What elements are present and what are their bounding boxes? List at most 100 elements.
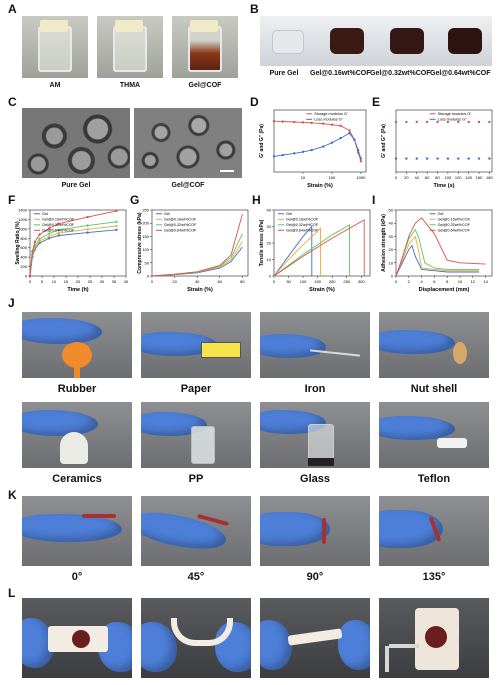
legend-label: Gel@0.64wt%COF	[286, 229, 319, 233]
photo-finger-bend-90	[260, 496, 370, 566]
legend-label: Loss modulus G''	[314, 118, 343, 122]
series-line-1	[273, 226, 321, 277]
panel-label-d: D	[250, 95, 259, 109]
y-tick-label: 0	[269, 274, 272, 279]
x-tick-label: 100	[445, 175, 452, 180]
photo-finger-bend-135	[379, 496, 489, 566]
data-point	[322, 145, 325, 148]
data-point	[457, 120, 460, 124]
photo-adhesion-paper	[141, 312, 251, 378]
series-line-3	[151, 213, 243, 277]
x-tick-label: 100	[329, 175, 336, 180]
y-tick-label: 200	[142, 221, 149, 226]
series-line-3	[395, 217, 486, 277]
legend-label: Gel@0.32wt%COF	[438, 223, 471, 227]
y-tick-label: 150	[142, 234, 149, 239]
x-tick-label: 0	[395, 279, 398, 284]
chart-e-time-sweep: 0 20 40 60 80 100 120 140 160 180 Time (s) G' and G…	[381, 109, 494, 188]
data-point	[477, 120, 481, 124]
y-tick-label: 0	[25, 274, 28, 279]
sem-image-pure-gel	[22, 108, 130, 178]
x-tick-label: 160	[476, 175, 483, 180]
y-tick-label: 800	[20, 236, 27, 241]
photo-finger-bend-0	[22, 496, 132, 566]
data-point	[115, 220, 118, 223]
data-point	[31, 250, 34, 253]
panel-label-f: F	[8, 193, 16, 207]
legend-label: Gel@0.32wt%COF	[164, 223, 197, 227]
x-tick-label: 6	[433, 279, 436, 284]
data-point	[405, 120, 408, 124]
data-point	[488, 157, 491, 160]
caption-thma: THMA	[119, 82, 141, 89]
data-point	[86, 231, 89, 234]
series-line-2	[29, 221, 117, 277]
y-tick-label: 50	[145, 260, 150, 265]
data-point	[38, 237, 41, 240]
data-point	[348, 129, 351, 132]
caption-pure-gel-b: Pure Gel	[269, 70, 299, 77]
y-tick-label: 50	[389, 208, 394, 213]
data-point	[425, 157, 429, 160]
data-point	[436, 157, 439, 160]
caption-angle-90: 90°	[306, 571, 324, 583]
x-tick-label: 20	[172, 279, 177, 284]
photo-stretch-4	[379, 598, 489, 678]
data-point	[48, 232, 51, 235]
panel-label-l: L	[8, 586, 16, 600]
data-point	[115, 209, 118, 213]
caption-ceramics: Ceramics	[52, 473, 102, 485]
legend-label: Gel@0.16wt%COF	[42, 218, 75, 222]
caption-pure-gel-c: Pure Gel	[61, 182, 91, 189]
x-axis-label: Time (h)	[67, 287, 88, 292]
y-tick-label: 20	[389, 247, 394, 252]
legend-label: Storage modulus G'	[438, 112, 472, 116]
x-tick-label: 200	[329, 279, 336, 284]
photo-stretch-1	[22, 598, 132, 678]
legend-label: Gel	[42, 212, 48, 216]
chart-h-tensile: 0 50 100 150 200 250 300 0 10 20 30 40 Strain (%) Ten…	[259, 208, 371, 292]
data-point	[115, 228, 118, 231]
x-axis-label: Time (s)	[434, 183, 455, 188]
data-point	[301, 150, 305, 154]
x-tick-label: 0	[151, 279, 154, 284]
y-tick-label: 100	[142, 247, 149, 252]
photo-adhesion-teflon	[379, 402, 489, 468]
legend-label: Gel	[438, 212, 444, 216]
panel-label-k: K	[8, 488, 17, 502]
chart-d-strain-sweep: 10 100 1000 Strain (%) G' and G'' (Pa) Storag…	[259, 109, 367, 188]
photo-vial-am	[22, 16, 88, 78]
series-line-1	[395, 235, 480, 277]
plot-frame	[395, 109, 493, 173]
chart-g-compression: 0 20 40 60 80 0 50 100 150 200 250 Strain (%) Compre…	[137, 208, 249, 292]
x-tick-label: 40	[195, 279, 200, 284]
panel-label-c: C	[8, 95, 17, 109]
caption-gel-064: Gel@0.64wt%COF	[430, 70, 491, 77]
data-point	[86, 228, 89, 231]
x-tick-label: 15	[64, 279, 69, 284]
y-tick-label: 0	[391, 274, 394, 279]
photo-adhesion-iron	[260, 312, 370, 378]
caption-pp: PP	[188, 473, 204, 485]
x-tick-label: 0	[273, 279, 276, 284]
caption-gel-016: Gel@0.16wt%COF	[310, 70, 371, 77]
x-tick-label: 20	[404, 175, 409, 180]
series-line-2	[151, 233, 243, 277]
panel-label-g: G	[130, 193, 140, 207]
series-line-3	[273, 219, 365, 277]
data-point	[115, 224, 118, 228]
y-tick-label: 1000	[18, 226, 28, 231]
caption-gel-cof: Gel@COF	[188, 82, 222, 89]
series-line-3	[29, 210, 117, 277]
legend-label: Gel	[164, 212, 170, 216]
data-point	[86, 215, 89, 219]
photo-adhesion-pp	[141, 402, 251, 468]
x-tick-label: 60	[425, 175, 430, 180]
x-tick-label: 60	[218, 279, 223, 284]
y-axis-label: Swelling Ratio (%)	[15, 221, 21, 265]
plot-frame	[395, 209, 493, 277]
photo-vial-thma	[97, 16, 163, 78]
data-point	[359, 157, 363, 160]
caption-angle-45: 45°	[187, 571, 205, 583]
caption-paper: Paper	[180, 383, 212, 395]
